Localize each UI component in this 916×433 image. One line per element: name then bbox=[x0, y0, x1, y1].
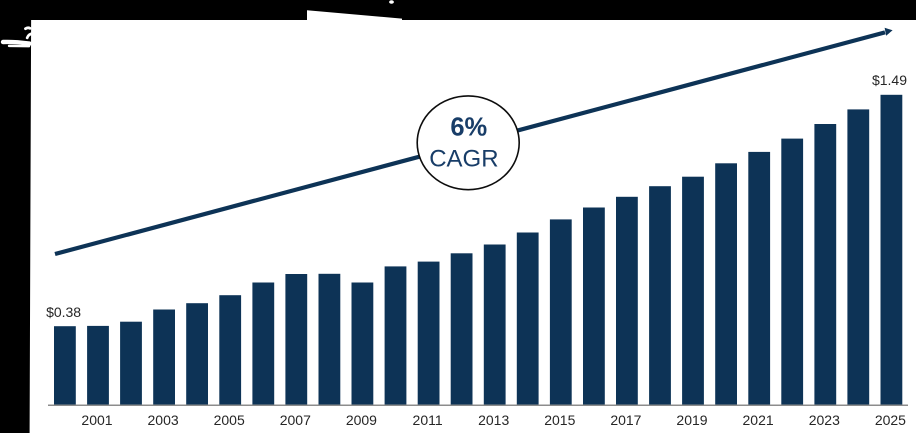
svg-text:$0.38: $0.38 bbox=[46, 304, 81, 320]
svg-text:2025: 2025 bbox=[875, 412, 906, 428]
svg-text:2015: 2015 bbox=[544, 412, 575, 428]
svg-text:2009: 2009 bbox=[346, 412, 377, 428]
svg-text:2019: 2019 bbox=[676, 412, 707, 428]
svg-text:2003: 2003 bbox=[148, 412, 179, 428]
svg-text:2021: 2021 bbox=[743, 412, 774, 428]
svg-text:2013: 2013 bbox=[478, 412, 509, 428]
svg-text:2023: 2023 bbox=[809, 412, 840, 428]
svg-text:2001: 2001 bbox=[81, 412, 112, 428]
svg-text:2017: 2017 bbox=[610, 412, 641, 428]
svg-text:6%: 6% bbox=[450, 114, 487, 142]
svg-text:2007: 2007 bbox=[280, 412, 311, 428]
svg-text:$1.49: $1.49 bbox=[872, 72, 907, 88]
svg-text:CAGR: CAGR bbox=[429, 146, 498, 173]
svg-text:2005: 2005 bbox=[214, 412, 245, 428]
svg-text:2011: 2011 bbox=[413, 412, 443, 428]
